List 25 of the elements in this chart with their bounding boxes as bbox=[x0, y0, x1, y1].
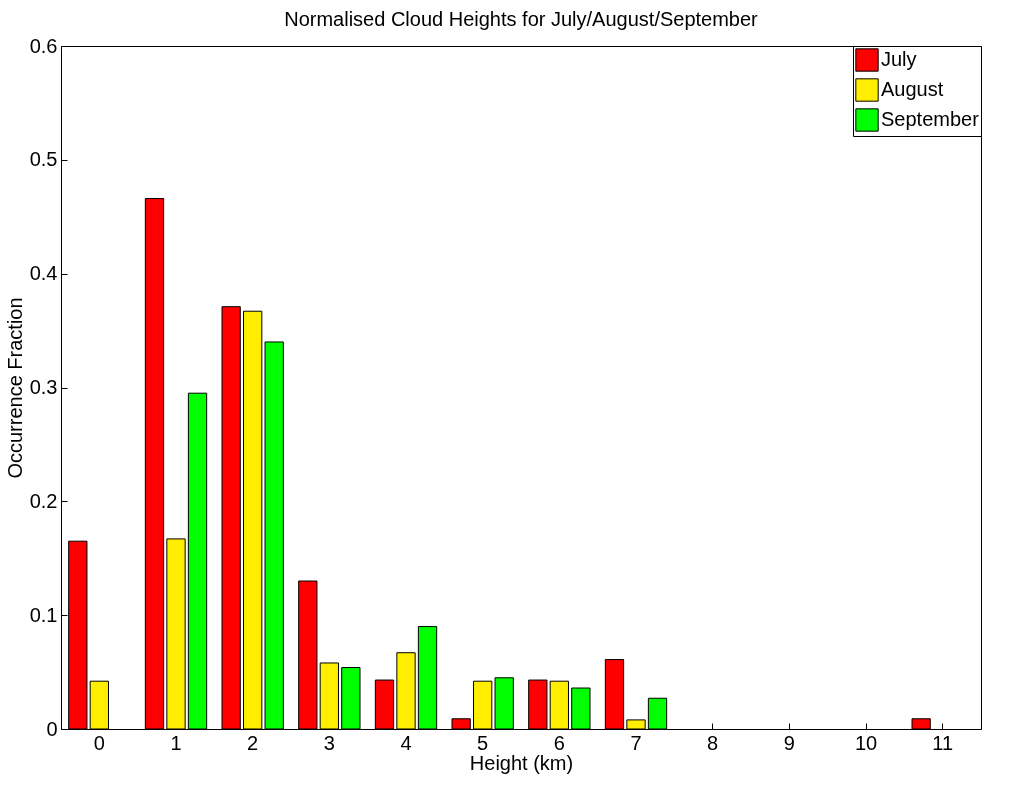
x-axis-title: Height (km) bbox=[469, 751, 574, 774]
chart-title: Normalised Cloud Heights for July/August/September bbox=[284, 8, 759, 30]
x-tick-label: 9 bbox=[783, 731, 795, 754]
y-tick-label: 0.2 bbox=[29, 489, 58, 512]
y-tick-label: 0.3 bbox=[29, 376, 58, 398]
legend-label: July bbox=[881, 48, 917, 70]
x-tick-label: 10 bbox=[854, 731, 878, 754]
legend-label: September bbox=[881, 108, 980, 130]
y-tick-label: 0.1 bbox=[29, 603, 58, 626]
y-tick-label: 0.5 bbox=[29, 148, 58, 171]
y-tick-label: 0.6 bbox=[29, 34, 58, 57]
y-tick-label: 0.4 bbox=[29, 262, 58, 285]
x-tick-label: 1 bbox=[170, 731, 182, 754]
y-tick-label: 0 bbox=[46, 717, 58, 740]
x-tick-label: 2 bbox=[247, 731, 259, 754]
x-tick-label: 11 bbox=[932, 731, 954, 754]
x-tick-label: 6 bbox=[553, 731, 565, 754]
y-axis-title: Occurrence Fraction bbox=[3, 297, 26, 479]
x-tick-label: 7 bbox=[630, 731, 642, 754]
x-tick-label: 5 bbox=[477, 731, 489, 754]
x-tick-label: 4 bbox=[400, 731, 412, 754]
legend-label: August bbox=[881, 78, 944, 100]
x-tick-label: 8 bbox=[707, 731, 719, 754]
x-tick-label: 0 bbox=[93, 731, 105, 754]
x-tick-label: 3 bbox=[323, 731, 335, 754]
